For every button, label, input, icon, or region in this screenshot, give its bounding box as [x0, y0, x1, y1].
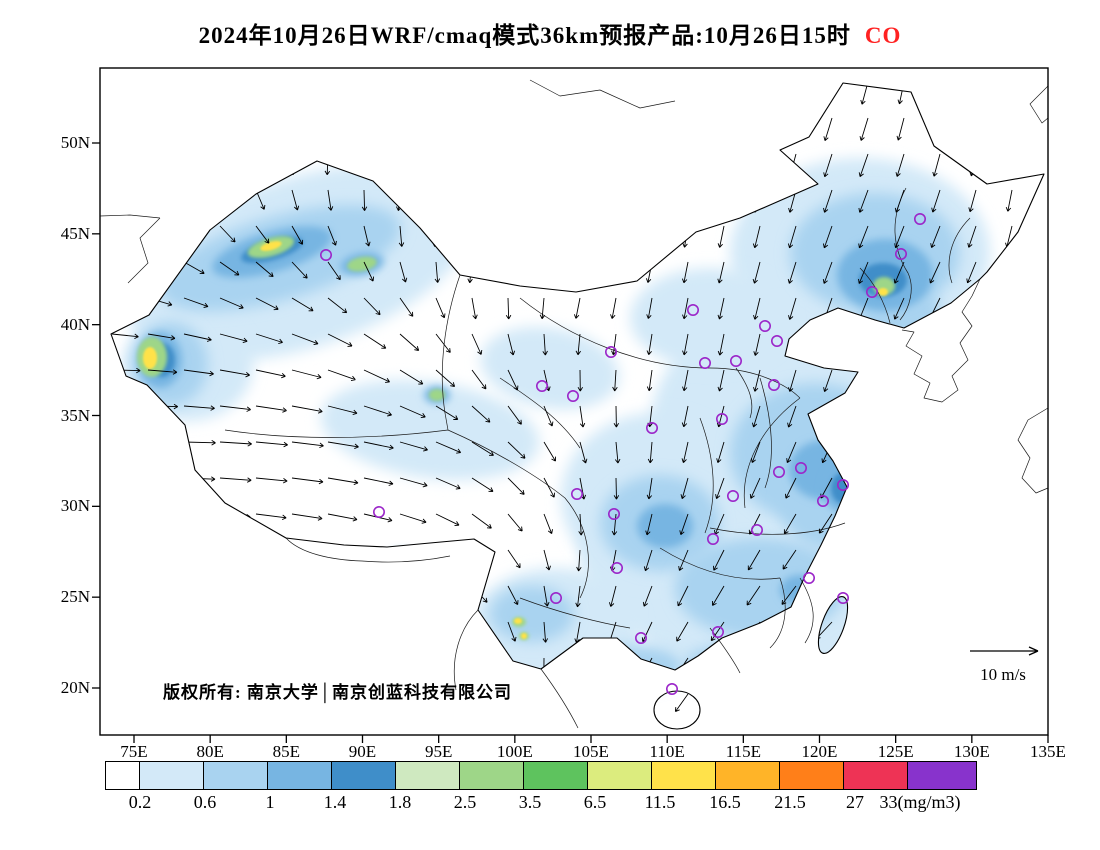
- lon-tick-label: 115E: [725, 742, 761, 761]
- colorbar-tick-label: 3.5: [518, 792, 542, 812]
- title-text: 2024年10月26日WRF/cmaq模式36km预报产品:10月26日15时: [198, 23, 851, 48]
- station-marker: [566, 389, 579, 402]
- map-canvas: 10 m/s: [92, 67, 1049, 743]
- station-marker: [816, 494, 829, 507]
- station-marker: [645, 421, 658, 434]
- lon-tick-label: 125E: [877, 742, 914, 761]
- station-marker: [750, 523, 763, 536]
- station-marker: [715, 412, 728, 425]
- lon-tick-label: 80E: [196, 742, 224, 761]
- station-marker: [913, 213, 926, 226]
- station-marker: [711, 625, 724, 638]
- colorbar-tick-label: 21.5: [774, 792, 806, 812]
- colorbar-segment: [203, 761, 268, 790]
- colorbar-segment: [267, 761, 332, 790]
- station-marker: [802, 571, 815, 584]
- colorbar-segment: [715, 761, 780, 790]
- lat-tick-label: 45N: [60, 223, 90, 243]
- colorbar-tick-label: 0.2: [128, 792, 152, 812]
- station-marker: [706, 532, 719, 545]
- page-title: 2024年10月26日WRF/cmaq模式36km预报产品:10月26日15时 C…: [0, 16, 1100, 50]
- map-borders: [99, 79, 1049, 730]
- wind-reference-label: 10 m/s: [980, 665, 1026, 684]
- colorbar-tick-label: 0.6: [193, 792, 217, 812]
- colorbar-segment: [395, 761, 460, 790]
- china-border: [110, 82, 1045, 671]
- station-marker: [610, 561, 623, 574]
- lon-tick-label: 75E: [120, 742, 148, 761]
- colorbar-segment: [587, 761, 652, 790]
- province-boundaries: [224, 187, 971, 674]
- lat-tick-label: 25N: [60, 587, 90, 607]
- station-markers: [320, 213, 926, 695]
- lon-tick-label: 135E: [1030, 742, 1066, 761]
- station-marker: [549, 591, 562, 604]
- colorbar-tick-label: 1.4: [323, 792, 347, 812]
- lon-tick-label: 95E: [424, 742, 453, 761]
- title-species-label: CO: [864, 23, 902, 48]
- lon-tick-label: 110E: [649, 742, 685, 761]
- colorbar-segment: [139, 761, 204, 790]
- colorbar-segment: [523, 761, 588, 790]
- axis-ticks: [92, 142, 1049, 743]
- station-marker: [686, 304, 699, 317]
- lon-tick-label: 85E: [272, 742, 301, 761]
- station-marker: [758, 320, 771, 333]
- colorbar-segment: [779, 761, 844, 790]
- colorbar-tick-label: 6.5: [583, 792, 607, 812]
- station-marker: [729, 354, 742, 367]
- station-marker: [535, 379, 548, 392]
- colorbar-segment: [651, 761, 716, 790]
- station-marker: [865, 286, 878, 299]
- lon-tick-label: 105E: [573, 742, 609, 761]
- station-marker: [698, 356, 711, 369]
- lat-tick-label: 50N: [60, 133, 90, 152]
- colorbar-segment: [907, 761, 977, 790]
- station-marker: [665, 682, 678, 695]
- colorbar-tick-label: 16.5: [709, 792, 741, 812]
- lat-tick-label: 40N: [60, 314, 90, 334]
- station-marker: [604, 345, 617, 358]
- colorbar-tick-label: 1: [265, 792, 275, 812]
- plot-frame: [99, 67, 1049, 736]
- lat-tick-label: 30N: [60, 496, 90, 516]
- station-marker: [772, 465, 785, 478]
- station-marker: [726, 489, 739, 502]
- lon-tick-label: 120E: [801, 742, 838, 761]
- lon-tick-label: 100E: [496, 742, 533, 761]
- station-marker: [794, 461, 807, 474]
- foreign-coastlines: [99, 79, 1049, 729]
- station-marker: [836, 478, 849, 491]
- colorbar-tick-label: 2.5: [453, 792, 477, 812]
- lon-tick-label: 130E: [953, 742, 990, 761]
- station-marker: [634, 631, 647, 644]
- colorbar-tick-label: 11.5: [644, 792, 676, 812]
- station-marker: [320, 249, 333, 262]
- station-marker: [767, 378, 780, 391]
- colorbar-segment: [105, 761, 140, 790]
- station-marker: [570, 487, 583, 500]
- taiwan-island: [817, 596, 849, 654]
- colorbar-segment: [459, 761, 524, 790]
- colorbar-tick-label: 33(mg/m3): [879, 792, 961, 812]
- lat-tick-label: 20N: [60, 678, 90, 697]
- wind-reference-arrow: [970, 646, 1039, 656]
- colorbar-tick-label: 1.8: [388, 792, 412, 812]
- station-marker: [770, 334, 783, 347]
- colorbar-segment: [843, 761, 908, 790]
- station-marker: [372, 505, 385, 518]
- wind-reference: 10 m/s: [970, 646, 1039, 684]
- colorbar-tick-label: 27: [846, 792, 864, 812]
- lat-tick-label: 35N: [60, 405, 90, 425]
- lon-tick-label: 90E: [348, 742, 377, 761]
- copyright-text: 版权所有: 南京大学│南京创蓝科技有限公司: [163, 683, 512, 702]
- station-marker: [894, 248, 907, 261]
- station-marker: [607, 507, 620, 520]
- colorbar: [105, 761, 977, 790]
- station-marker: [836, 591, 849, 604]
- colorbar-segment: [331, 761, 396, 790]
